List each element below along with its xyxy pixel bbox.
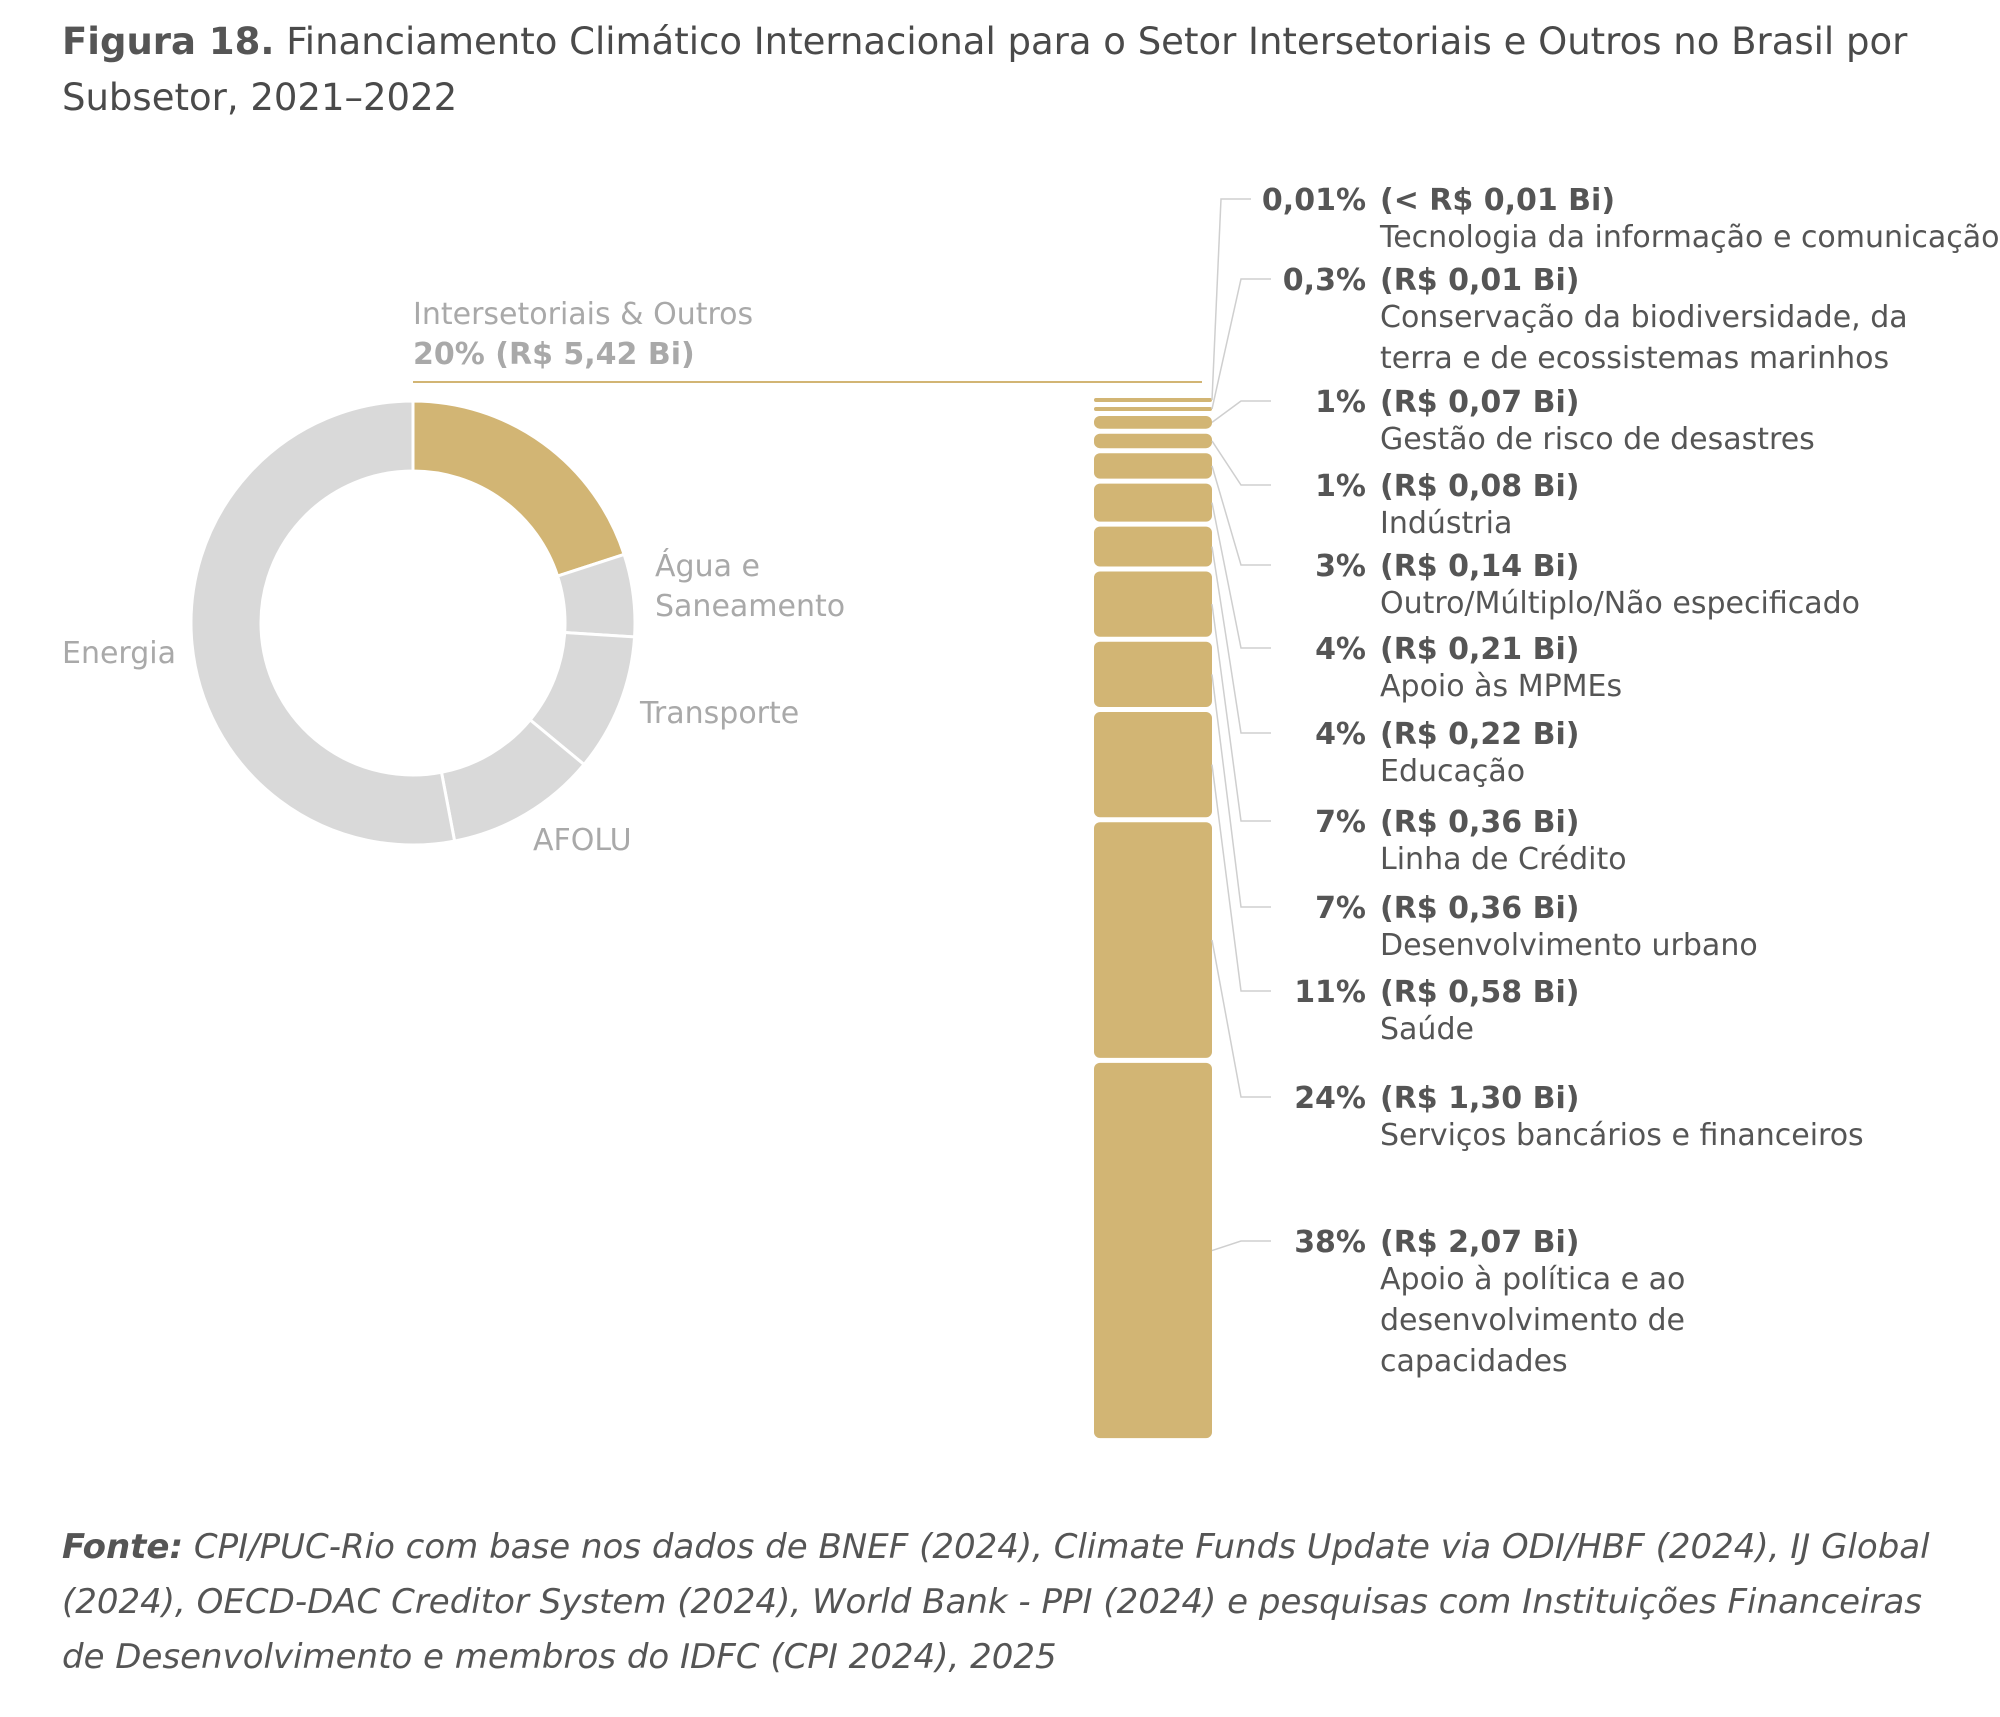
subsector-label-5-0: Apoio às MPMEs (1380, 669, 1622, 704)
subsector-amount-6: (R$ 0,22 Bi) (1380, 717, 1579, 752)
subsector-amount-0: (< R$ 0,01 Bi) (1380, 183, 1615, 218)
donut-slice-energia (189, 399, 457, 847)
subsector-pct-5: 4% (1315, 632, 1366, 667)
subsector-label-9-0: Saúde (1380, 1012, 1474, 1047)
donut-slice-intersetoriais-outros (411, 399, 627, 578)
subsector-pct-1: 0,3% (1283, 263, 1366, 298)
stack-segment-4 (1094, 453, 1212, 479)
subsector-label-8-0: Desenvolvimento urbano (1380, 928, 1758, 963)
subsector-label-3-0: Indústria (1380, 506, 1512, 541)
subsector-pct-3: 1% (1315, 469, 1366, 504)
subsector-label-1-1: terra e de ecossistemas marinhos (1380, 341, 1889, 376)
stack-segment-8 (1094, 641, 1212, 708)
subsector-label-1-0: Conservação da biodiversidade, da (1380, 300, 1908, 335)
figure-title-text: Financiamento Climático Internacional pa… (62, 20, 1908, 119)
stack-segment-10 (1094, 822, 1212, 1058)
label-agua-line1: Água e (655, 548, 760, 584)
leader-line-4 (1211, 465, 1271, 566)
stack-segment-1 (1094, 407, 1212, 411)
subsector-label-4-0: Outro/Múltiplo/Não especificado (1380, 586, 1860, 621)
donut-chart (189, 399, 637, 847)
stack-segment-2 (1094, 416, 1212, 429)
subsector-pct-9: 11% (1294, 975, 1366, 1010)
leader-line-2 (1211, 400, 1271, 423)
subsector-label-0-0: Tecnologia da informação e comunicação (1379, 220, 1999, 255)
highlight-value: 20% (R$ 5,42 Bi) (413, 337, 695, 372)
subsector-label-11-0: Apoio à política e ao (1380, 1262, 1685, 1297)
subsector-pct-4: 3% (1315, 549, 1366, 584)
leader-line-7 (1211, 604, 1271, 822)
subsector-amount-9: (R$ 0,58 Bi) (1380, 975, 1579, 1010)
subsector-amount-11: (R$ 2,07 Bi) (1380, 1225, 1579, 1260)
stack-segment-7 (1094, 571, 1212, 637)
subsector-pct-0: 0,01% (1262, 183, 1366, 218)
subsector-label-11-2: capacidades (1380, 1344, 1568, 1379)
subsector-amount-7: (R$ 0,36 Bi) (1380, 805, 1579, 840)
subsector-pct-8: 7% (1315, 891, 1366, 926)
leader-line-8 (1211, 674, 1271, 908)
leader-line-6 (1211, 546, 1271, 734)
stack-segment-6 (1094, 526, 1212, 567)
leader-line-5 (1211, 502, 1271, 649)
subsector-labels: 0,01% (< R$ 0,01 Bi)Tecnologia da informa… (1262, 183, 2000, 1379)
subsector-amount-3: (R$ 0,08 Bi) (1380, 469, 1579, 504)
source-text: CPI/PUC-Rio com base nos dados de BNEF (… (62, 1527, 1930, 1677)
leader-line-0 (1211, 198, 1251, 401)
subsector-amount-1: (R$ 0,01 Bi) (1380, 263, 1579, 298)
leader-line-3 (1211, 440, 1271, 486)
subsector-amount-5: (R$ 0,21 Bi) (1380, 632, 1579, 667)
figure-number: Figura 18. (62, 20, 275, 63)
stack-segment-5 (1094, 483, 1212, 522)
source-prefix: Fonte: (62, 1527, 184, 1567)
stacked-column-chart (1094, 398, 1212, 1439)
leader-line-1 (1211, 278, 1271, 410)
leader-lines (1211, 198, 1271, 1252)
figure-title: Figura 18. Financiamento Climático Inter… (62, 14, 1942, 126)
leader-line-9 (1211, 764, 1271, 992)
subsector-label-7-0: Linha de Crédito (1380, 842, 1627, 877)
subsector-label-11-1: desenvolvimento de (1380, 1303, 1685, 1338)
subsector-amount-8: (R$ 0,36 Bi) (1380, 891, 1579, 926)
donut-labels: Intersetoriais & Outros 20% (R$ 5,42 Bi) Á… (62, 297, 1202, 858)
stack-segment-11 (1094, 1062, 1212, 1439)
leader-line-10 (1211, 939, 1271, 1098)
stack-segment-0 (1094, 398, 1212, 402)
subsector-amount-2: (R$ 0,07 Bi) (1380, 385, 1579, 420)
label-transporte: Transporte (639, 696, 799, 731)
stack-segment-9 (1094, 712, 1212, 818)
subsector-label-10-0: Serviços bancários e financeiros (1380, 1118, 1864, 1153)
subsector-pct-7: 7% (1315, 805, 1366, 840)
label-energia: Energia (62, 636, 176, 671)
subsector-pct-2: 1% (1315, 385, 1366, 420)
subsector-pct-6: 4% (1315, 717, 1366, 752)
stack-segment-3 (1094, 433, 1212, 449)
subsector-label-2-0: Gestão de risco de desastres (1380, 422, 1815, 457)
leader-line-11 (1211, 1240, 1271, 1252)
subsector-pct-10: 24% (1294, 1081, 1366, 1116)
subsector-amount-10: (R$ 1,30 Bi) (1380, 1081, 1579, 1116)
subsector-label-6-0: Educação (1380, 754, 1525, 789)
subsector-amount-4: (R$ 0,14 Bi) (1380, 549, 1579, 584)
source-note: Fonte: CPI/PUC-Rio com base nos dados de… (62, 1520, 1942, 1685)
label-afolu: AFOLU (533, 823, 632, 858)
label-agua-line2: Saneamento (655, 589, 845, 624)
subsector-pct-11: 38% (1294, 1225, 1366, 1260)
highlight-label: Intersetoriais & Outros (413, 297, 753, 332)
